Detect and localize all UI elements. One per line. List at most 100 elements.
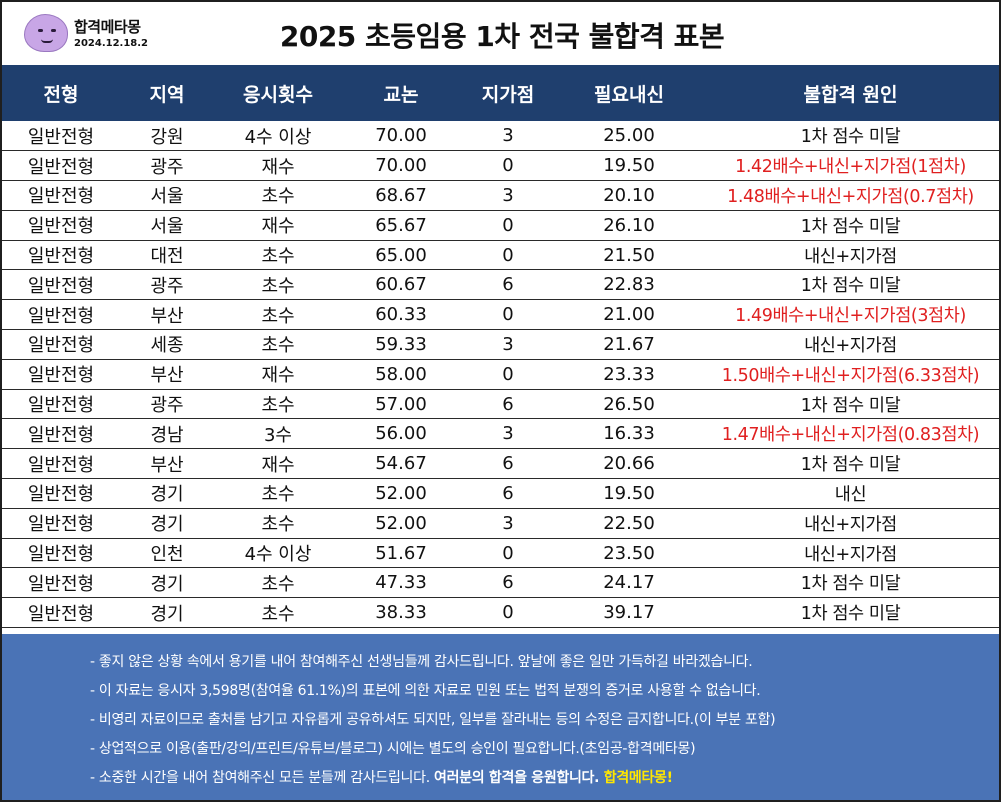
cell-type: 일반전형 <box>2 389 120 420</box>
cell-region-bonus: 6 <box>460 389 556 420</box>
cell-attempts: 재수 <box>214 150 342 182</box>
cell-required-grade: 22.50 <box>556 508 702 539</box>
cell-attempts: 초수 <box>214 240 342 271</box>
table-row: 일반전형 대전 초수 65.00 0 21.50 내신+지가점 <box>2 240 999 271</box>
table-row: 일반전형 서울 초수 68.67 3 20.10 1.48배수+내신+지가점(0.7점차) <box>2 180 999 211</box>
cell-region: 부산 <box>120 448 214 480</box>
cell-required-grade: 22.83 <box>556 269 702 301</box>
cell-essay-score: 70.00 <box>342 121 460 152</box>
header-attempts: 응시횟수 <box>214 65 342 121</box>
cell-region-bonus: 3 <box>460 121 556 152</box>
table-row: 일반전형 경기 초수 47.33 6 24.17 1차 점수 미달 <box>2 567 999 599</box>
cell-attempts: 초수 <box>214 269 342 301</box>
mascot-mouth <box>41 39 53 43</box>
cell-attempts: 초수 <box>214 478 342 509</box>
table-row: 일반전형 세종 초수 59.33 3 21.67 내신+지가점 <box>2 329 999 360</box>
note-item: - 상업적으로 이용(출판/강의/프린트/유튜브/블로그) 시에는 별도의 승인… <box>90 741 696 757</box>
cell-attempts: 초수 <box>214 299 342 331</box>
cell-region: 인천 <box>120 538 214 569</box>
cell-type: 일반전형 <box>2 567 120 599</box>
cell-type: 일반전형 <box>2 210 120 241</box>
cell-essay-score: 65.67 <box>342 210 460 241</box>
cell-region-bonus: 3 <box>460 508 556 539</box>
table-row: 일반전형 광주 초수 60.67 6 22.83 1차 점수 미달 <box>2 269 999 301</box>
cell-region: 강원 <box>120 121 214 152</box>
cell-attempts: 4수 이상 <box>214 538 342 569</box>
cell-required-grade: 19.50 <box>556 478 702 509</box>
table-row: 일반전형 경기 초수 52.00 6 19.50 내신 <box>2 478 999 509</box>
cell-required-grade: 25.00 <box>556 121 702 152</box>
cell-type: 일반전형 <box>2 359 120 390</box>
logo-name: 합격메타몽 <box>74 18 141 36</box>
cell-fail-reason: 내신+지가점 <box>702 240 999 271</box>
cell-fail-reason: 1.50배수+내신+지가점(6.33점차) <box>702 359 999 390</box>
table-row: 일반전형 경기 초수 52.00 3 22.50 내신+지가점 <box>2 508 999 539</box>
cell-essay-score: 58.00 <box>342 359 460 390</box>
note-highlight-text: 합격메타몽! <box>603 770 673 786</box>
header-type: 전형 <box>2 65 120 121</box>
cell-essay-score: 65.00 <box>342 240 460 271</box>
cell-essay-score: 54.67 <box>342 448 460 480</box>
cell-region-bonus: 0 <box>460 538 556 569</box>
table-row: 일반전형 부산 재수 54.67 6 20.66 1차 점수 미달 <box>2 448 999 480</box>
cell-essay-score: 52.00 <box>342 478 460 509</box>
cell-region-bonus: 0 <box>460 150 556 182</box>
table-header-row: 전형 지역 응시횟수 교논 지가점 필요내신 불합격 원인 <box>2 65 999 121</box>
cell-required-grade: 16.33 <box>556 418 702 450</box>
cell-required-grade: 21.00 <box>556 299 702 331</box>
page-title: 2025 초등임용 1차 전국 불합격 표본 <box>279 20 725 53</box>
header-region-bonus: 지가점 <box>460 65 556 121</box>
note-item: - 좋지 않은 상황 속에서 용기를 내어 참여해주신 선생님들께 감사드립니다… <box>90 654 753 670</box>
cell-type: 일반전형 <box>2 180 120 211</box>
cell-essay-score: 38.33 <box>342 597 460 629</box>
cell-required-grade: 21.67 <box>556 329 702 360</box>
mascot-eye-right <box>51 29 56 32</box>
cell-region-bonus: 3 <box>460 418 556 450</box>
cell-region: 광주 <box>120 269 214 301</box>
cell-attempts: 초수 <box>214 329 342 360</box>
cell-fail-reason: 1차 점수 미달 <box>702 121 999 152</box>
cell-region: 대전 <box>120 240 214 271</box>
cell-essay-score: 57.00 <box>342 389 460 420</box>
note-bold-text: 여러분의 합격을 응원합니다. <box>434 770 604 786</box>
notes-panel: - 좋지 않은 상황 속에서 용기를 내어 참여해주신 선생님들께 감사드립니다… <box>2 634 999 800</box>
cell-essay-score: 59.33 <box>342 329 460 360</box>
note-item: - 비영리 자료이므로 출처를 남기고 자유롭게 공유하셔도 되지만, 일부를 … <box>90 712 776 728</box>
cell-attempts: 초수 <box>214 508 342 539</box>
cell-essay-score: 60.67 <box>342 269 460 301</box>
cell-attempts: 초수 <box>214 389 342 420</box>
cell-required-grade: 24.17 <box>556 567 702 599</box>
cell-fail-reason: 1.42배수+내신+지가점(1점차) <box>702 150 999 182</box>
cell-fail-reason: 1차 점수 미달 <box>702 389 999 420</box>
cell-required-grade: 23.33 <box>556 359 702 390</box>
table-row: 일반전형 광주 초수 57.00 6 26.50 1차 점수 미달 <box>2 389 999 420</box>
cell-type: 일반전형 <box>2 150 120 182</box>
cell-type: 일반전형 <box>2 478 120 509</box>
cell-region: 서울 <box>120 180 214 211</box>
notes-list: - 좋지 않은 상황 속에서 용기를 내어 참여해주신 선생님들께 감사드립니다… <box>2 648 999 764</box>
cell-required-grade: 20.10 <box>556 180 702 211</box>
cell-required-grade: 23.50 <box>556 538 702 569</box>
cell-type: 일반전형 <box>2 269 120 301</box>
cell-region: 광주 <box>120 389 214 420</box>
cell-fail-reason: 1차 점수 미달 <box>702 597 999 629</box>
table-row: 일반전형 인천 4수 이상 51.67 0 23.50 내신+지가점 <box>2 538 999 569</box>
ditto-mascot-icon <box>24 14 68 52</box>
cell-region-bonus: 3 <box>460 329 556 360</box>
cell-essay-score: 47.33 <box>342 567 460 599</box>
cell-region-bonus: 6 <box>460 478 556 509</box>
cell-attempts: 재수 <box>214 210 342 241</box>
cell-region: 부산 <box>120 359 214 390</box>
cell-fail-reason: 1.49배수+내신+지가점(3점차) <box>702 299 999 331</box>
cell-region: 경남 <box>120 418 214 450</box>
cell-type: 일반전형 <box>2 240 120 271</box>
table-row: 일반전형 광주 재수 70.00 0 19.50 1.42배수+내신+지가점(1점차) <box>2 150 999 182</box>
cell-fail-reason: 1차 점수 미달 <box>702 210 999 241</box>
header-required-grade: 필요내신 <box>556 65 702 121</box>
table-row: 일반전형 서울 재수 65.67 0 26.10 1차 점수 미달 <box>2 210 999 241</box>
table-row: 일반전형 부산 초수 60.33 0 21.00 1.49배수+내신+지가점(3점차) <box>2 299 999 331</box>
header-fail-reason: 불합격 원인 <box>702 65 999 121</box>
cell-required-grade: 19.50 <box>556 150 702 182</box>
cell-type: 일반전형 <box>2 329 120 360</box>
note-item: - 이 자료는 응시자 3,598명(참여율 61.1%)의 표본에 의한 자료… <box>90 683 761 699</box>
